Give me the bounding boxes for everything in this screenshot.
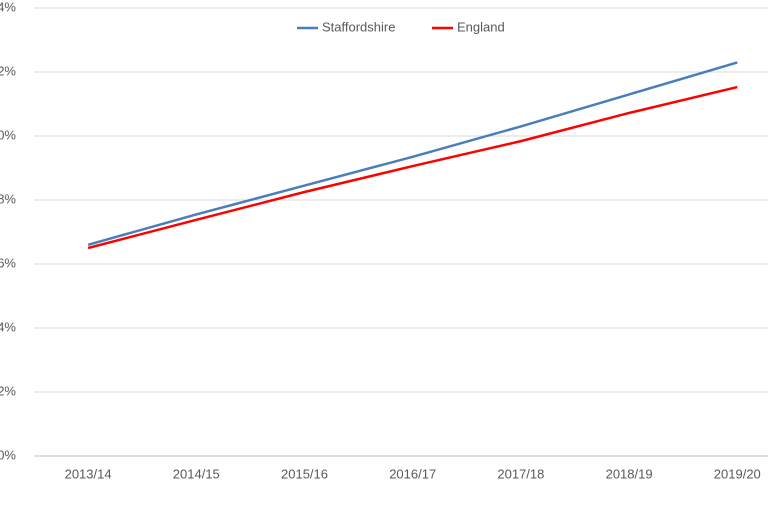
x-tick-label: 2016/17 bbox=[389, 466, 436, 481]
x-tick-label: 2015/16 bbox=[281, 466, 328, 481]
y-tick-label: 0% bbox=[0, 447, 16, 462]
x-tick-label: 2014/15 bbox=[173, 466, 220, 481]
x-tick-label: 2018/19 bbox=[606, 466, 653, 481]
y-tick-label: 10% bbox=[0, 127, 16, 142]
series-line bbox=[87, 61, 738, 247]
y-tick-label: 8% bbox=[0, 191, 16, 206]
x-tick-label: 2013/14 bbox=[65, 466, 112, 481]
y-tick-label: 14% bbox=[0, 0, 16, 14]
x-tick-label: 2017/18 bbox=[497, 466, 544, 481]
y-tick-label: 12% bbox=[0, 63, 16, 78]
legend-label: England bbox=[457, 19, 505, 34]
y-tick-label: 6% bbox=[0, 255, 16, 270]
y-tick-label: 2% bbox=[0, 383, 16, 398]
y-tick-label: 4% bbox=[0, 319, 16, 334]
legend-label: Staffordshire bbox=[322, 19, 395, 34]
series-line bbox=[87, 85, 738, 250]
x-tick-label: 2019/20 bbox=[714, 466, 761, 481]
